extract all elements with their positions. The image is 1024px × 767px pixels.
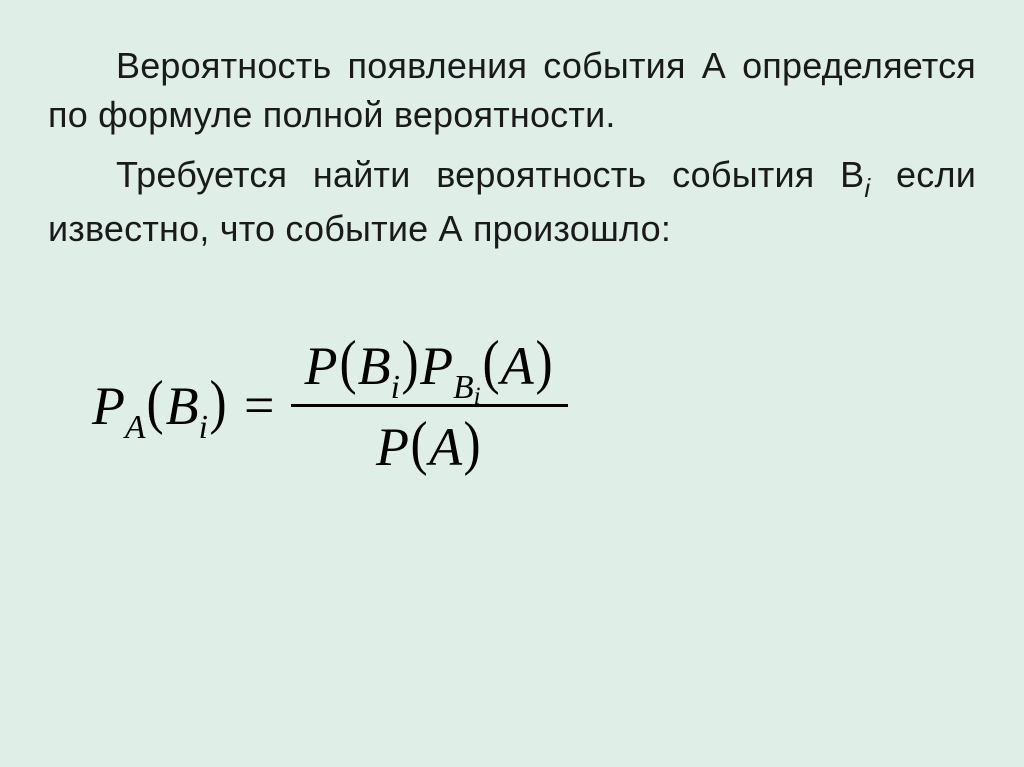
num-t2-Psub-base: B	[453, 369, 473, 406]
den-P: P	[376, 417, 409, 477]
lhs: PA(Bi)	[92, 370, 228, 440]
lparen: (	[339, 328, 356, 398]
lhs-P: P	[92, 376, 125, 436]
num-t2-Psubsub: i	[474, 383, 481, 410]
num-t2-P: P	[420, 336, 453, 396]
rparen: )	[535, 328, 552, 398]
rparen: )	[464, 409, 481, 479]
fraction: P(Bi)PBi(A) P(A)	[291, 326, 568, 485]
lhs-P-sub: A	[125, 409, 145, 446]
numerator: P(Bi)PBi(A)	[291, 326, 568, 404]
num-t2-Psub: Bi	[453, 369, 480, 406]
rparen: )	[209, 368, 226, 438]
lparen: (	[482, 328, 499, 398]
den-arg: A	[429, 417, 462, 477]
num-t1-argsub: i	[391, 369, 400, 406]
num-t1-arg: B	[358, 336, 391, 396]
bayes-formula: PA(Bi) = P(Bi)PBi(A) P(A)	[92, 326, 976, 485]
paragraph-1: Вероятность появления события А определя…	[48, 42, 976, 139]
para2-subscript: i	[864, 175, 870, 203]
lhs-arg: B	[166, 376, 199, 436]
lhs-arg-sub: i	[199, 409, 208, 446]
para2-pre: Требуется найти вероятность события В	[116, 154, 864, 195]
num-t1-P: P	[305, 336, 338, 396]
rparen: )	[401, 328, 418, 398]
equals-sign: =	[228, 374, 290, 436]
num-t2-arg: A	[501, 336, 534, 396]
paragraph-2: Требуется найти вероятность события Вi е…	[48, 151, 976, 254]
formula-container: PA(Bi) = P(Bi)PBi(A) P(A)	[48, 326, 976, 485]
denominator: P(A)	[362, 407, 496, 485]
lparen: (	[147, 368, 164, 438]
lparen: (	[411, 409, 428, 479]
